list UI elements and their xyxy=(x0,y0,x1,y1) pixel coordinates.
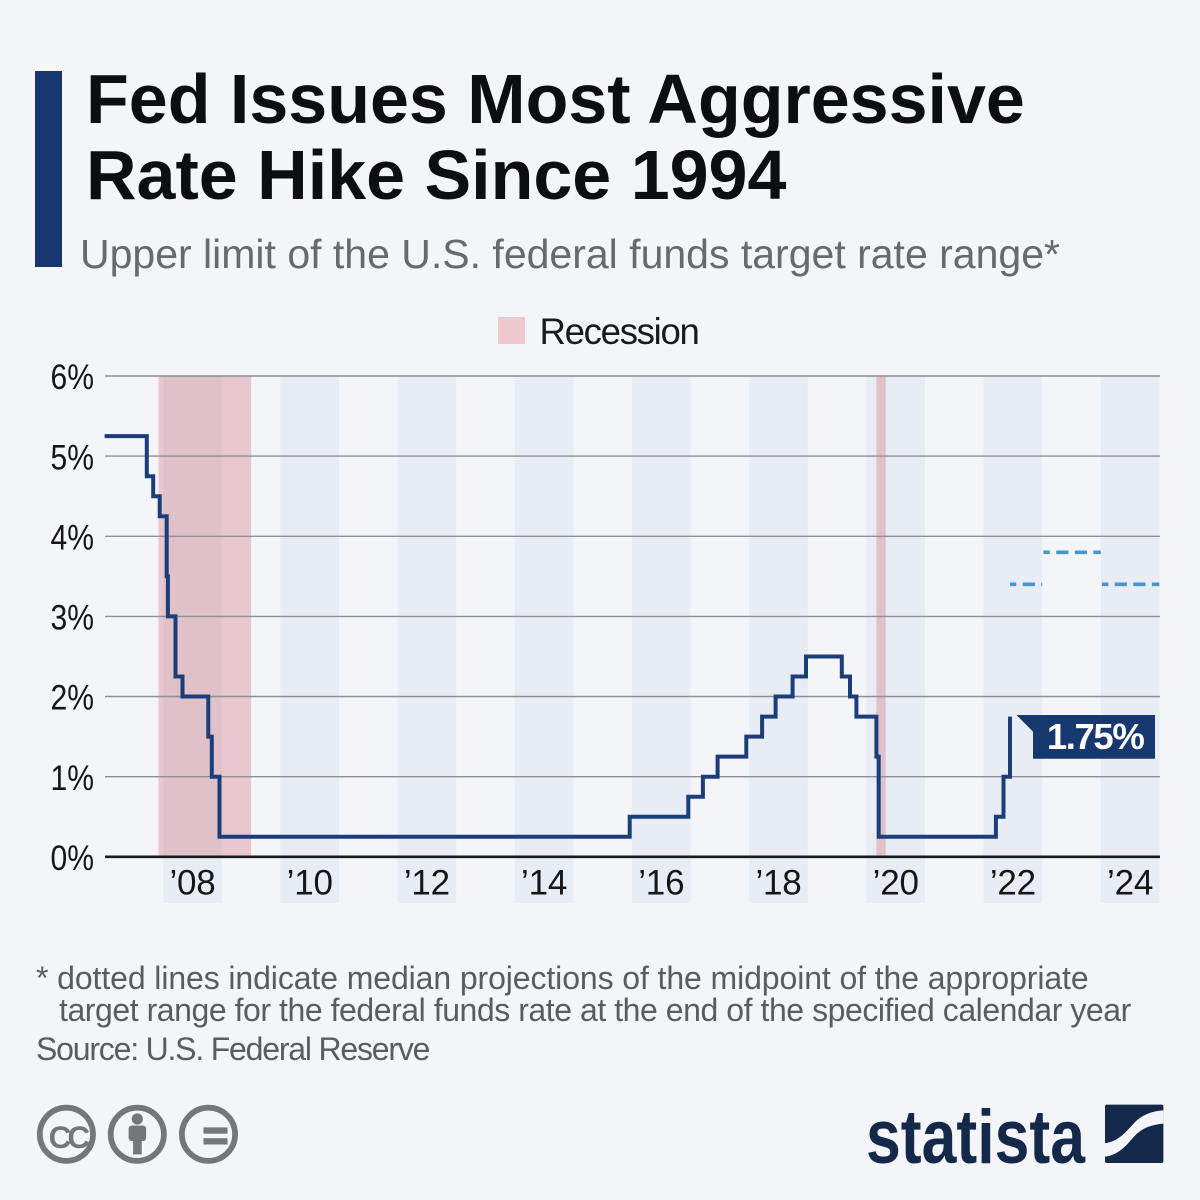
svg-text:’18: ’18 xyxy=(755,864,801,903)
svg-text:CC: CC xyxy=(49,1119,90,1155)
svg-text:4%: 4% xyxy=(51,519,95,558)
svg-text:’14: ’14 xyxy=(521,864,567,903)
svg-text:6%: 6% xyxy=(51,360,95,397)
svg-text:’22: ’22 xyxy=(990,864,1036,903)
svg-text:’24: ’24 xyxy=(1107,864,1153,903)
svg-text:’10: ’10 xyxy=(287,864,333,903)
svg-text:1%: 1% xyxy=(51,759,95,798)
svg-text:0%: 0% xyxy=(51,839,95,878)
svg-text:’12: ’12 xyxy=(404,864,450,903)
svg-text:1.75%: 1.75% xyxy=(1047,716,1144,757)
svg-text:’16: ’16 xyxy=(638,864,684,903)
svg-text:statista: statista xyxy=(866,1095,1086,1170)
svg-text:5%: 5% xyxy=(51,438,95,477)
svg-text:2%: 2% xyxy=(51,679,95,718)
svg-text:3%: 3% xyxy=(51,599,95,638)
svg-text:’20: ’20 xyxy=(873,864,919,903)
svg-text:’08: ’08 xyxy=(169,864,215,903)
